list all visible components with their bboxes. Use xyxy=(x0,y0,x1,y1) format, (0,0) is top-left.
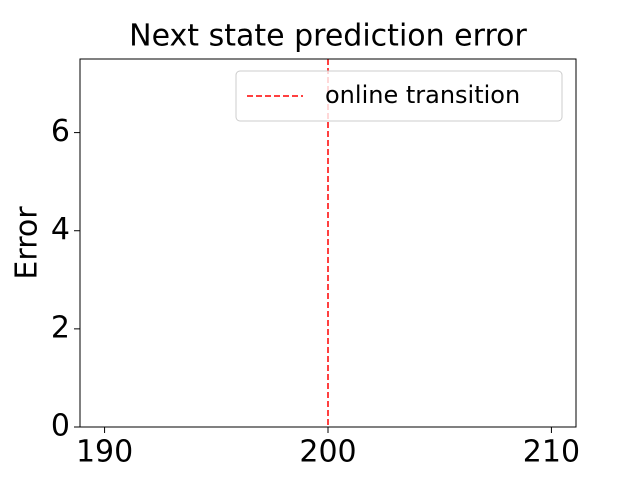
x-tick-label: 190 xyxy=(76,435,133,470)
legend-box xyxy=(235,70,563,122)
x-tick-label: 200 xyxy=(299,435,356,470)
legend-label: online transition xyxy=(325,81,520,109)
y-tick-label: 2 xyxy=(51,310,70,345)
x-tick-label: 210 xyxy=(523,435,580,470)
y-tick-label: 0 xyxy=(51,409,70,444)
y-tick-label: 6 xyxy=(51,114,70,149)
plot-frame xyxy=(79,58,577,428)
y-axis-label: Error xyxy=(10,206,45,280)
chart-title: Next state prediction error xyxy=(129,19,527,54)
y-tick-label: 4 xyxy=(51,212,70,247)
